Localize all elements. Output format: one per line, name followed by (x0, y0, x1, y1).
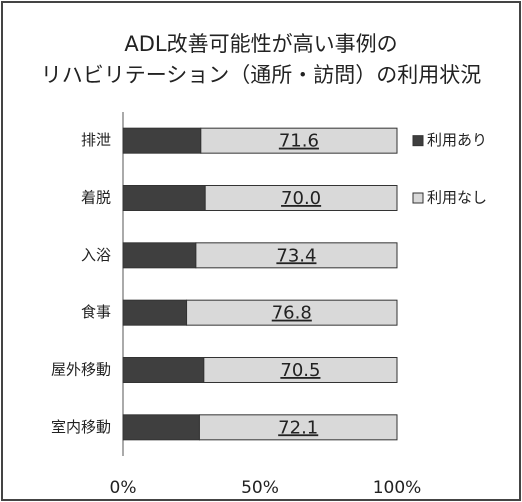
y-tick-label: 入浴 (81, 246, 111, 264)
chart-title: ADL改善可能性が高い事例の (124, 32, 397, 56)
bar-segment (198, 414, 398, 441)
legend-label: 利用あり (427, 131, 487, 149)
bar-segment (186, 299, 398, 326)
bar-segment (122, 127, 202, 154)
bar-segment (200, 127, 398, 154)
data-label: 70.5 (280, 360, 320, 381)
chart-title: リハビリテーション（通所・訪問）の利用状況 (41, 63, 482, 87)
bar-segment (122, 299, 188, 326)
x-tick-label: 0% (110, 478, 137, 498)
bar-segment (122, 185, 206, 211)
x-tick-label: 100% (373, 478, 422, 498)
data-label: 71.6 (279, 131, 319, 152)
bar-segment (195, 242, 398, 269)
legend-swatch (412, 192, 424, 204)
data-label: 73.4 (276, 245, 316, 266)
legend-swatch (412, 135, 424, 147)
y-tick-label: 着脱 (81, 189, 111, 207)
y-tick-label: 室内移動 (51, 418, 111, 436)
bar-segment (122, 414, 200, 441)
bar-segment (204, 185, 398, 211)
bar-segment (122, 242, 197, 269)
data-label: 70.0 (281, 188, 321, 209)
bar-segment (203, 357, 398, 383)
y-tick-label: 排泄 (81, 131, 111, 149)
data-label: 76.8 (272, 303, 312, 324)
bar-segment (122, 357, 205, 383)
x-tick-label: 50% (241, 478, 279, 498)
y-tick-label: 食事 (81, 303, 111, 321)
y-tick-label: 屋外移動 (51, 361, 111, 379)
legend-label: 利用なし (427, 189, 487, 207)
data-label: 72.1 (278, 417, 318, 438)
